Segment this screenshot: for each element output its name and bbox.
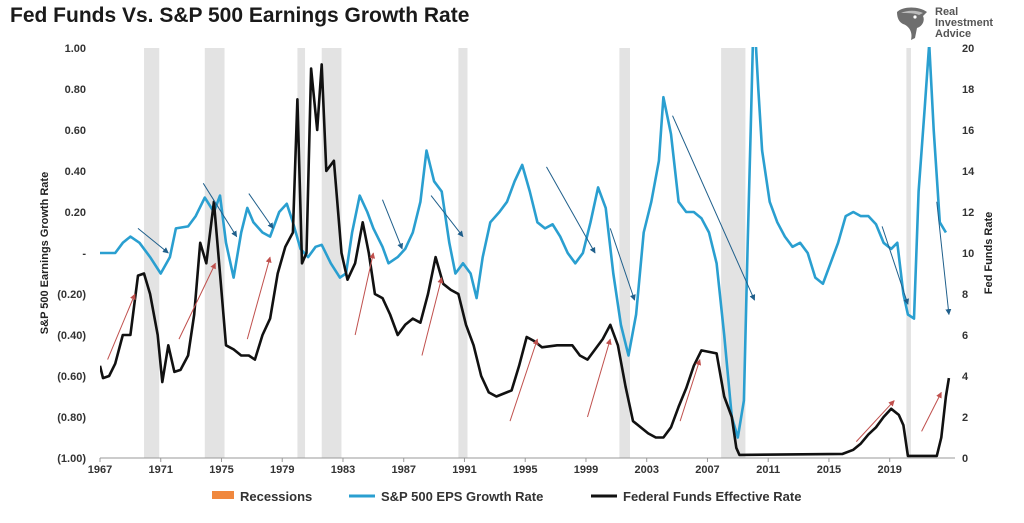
red-arrow-4 [421, 277, 444, 356]
blue-arrow-1 [202, 183, 238, 238]
y-right-tick-label-8: 16 [962, 125, 974, 137]
blue-arrow-2 [248, 193, 274, 229]
legend: Recessions S&P 500 EPS Growth Rate Feder… [212, 489, 801, 504]
y-left-tick-label-4: 0.20 [65, 207, 86, 219]
x-tick-label-0: 1967 [88, 464, 112, 476]
legend-label-recessions: Recessions [240, 489, 312, 504]
y-right-tick-label-7: 14 [962, 166, 975, 178]
recession-band-4 [458, 48, 468, 458]
red-arrow-0 [107, 293, 136, 360]
y-right-tick-label-1: 2 [962, 412, 968, 424]
x-tick-label-13: 2019 [877, 464, 901, 476]
recession-bands [144, 48, 911, 458]
y-right-tick-label-2: 4 [962, 371, 969, 383]
logo-text: Real Investment Advice [935, 7, 993, 40]
y-right-tick-label-10: 20 [962, 43, 974, 55]
x-tick-label-12: 2015 [817, 464, 841, 476]
y-axis-right-title: Fed Funds Rate [983, 212, 995, 295]
legend-swatch-recessions [212, 491, 234, 499]
logo-line-3: Advice [935, 28, 972, 40]
y-left-tick-label-10: (1.00) [57, 453, 86, 465]
y-right-tick-label-0: 0 [962, 453, 968, 465]
x-tick-label-3: 1979 [270, 464, 294, 476]
blue-arrow-4 [430, 195, 464, 238]
blue-arrow-3 [382, 199, 403, 250]
red-arrow-5 [509, 338, 539, 422]
y-left-tick-label-8: (0.60) [57, 371, 86, 383]
legend-label-fed-funds: Federal Funds Effective Rate [623, 489, 801, 504]
red-arrow-7 [679, 359, 702, 422]
y-right-tick-label-6: 12 [962, 207, 974, 219]
y-left-tick-label-0: 1.00 [65, 43, 86, 55]
blue-arrow-9 [936, 201, 952, 316]
logo-line-1: Real [935, 6, 959, 18]
chart-title: Fed Funds Vs. S&P 500 Earnings Growth Ra… [10, 4, 470, 27]
red-arrow-8 [855, 400, 895, 442]
red-arrow-1 [178, 262, 216, 340]
y-left-tick-label-7: (0.40) [57, 330, 86, 342]
y-right-tick-label-5: 10 [962, 248, 974, 260]
x-tick-label-1: 1971 [149, 464, 173, 476]
y-axis-left-title: S&P 500 Earnings Growth Rate [39, 172, 51, 334]
series-line-fed-funds [100, 63, 951, 458]
logo-line-2: Investment [935, 17, 994, 29]
recession-band-5 [619, 48, 631, 458]
recession-band-1 [204, 48, 225, 458]
y-right-tick-label-9: 18 [962, 84, 974, 96]
x-tick-label-8: 1999 [574, 464, 598, 476]
y-right-tick-label-3: 6 [962, 330, 968, 342]
recession-band-7 [906, 48, 911, 458]
blue-arrow-7 [672, 115, 756, 301]
x-tick-label-2: 1975 [209, 464, 233, 476]
x-tick-label-5: 1987 [391, 464, 415, 476]
axes: 1967 1971 1975 1979 1983 1987 1991 1995 1999 2003… [57, 43, 975, 476]
red-arrow-9 [921, 391, 942, 432]
y-left-tick-label-6: (0.20) [57, 289, 86, 301]
blue-arrow-8 [881, 226, 910, 305]
y-left-tick-label-5: - [82, 248, 86, 260]
x-tick-label-10: 2007 [695, 464, 719, 476]
blue-arrow-5 [546, 166, 596, 254]
eagle-head-icon [897, 7, 927, 40]
x-tick-label-6: 1991 [452, 464, 476, 476]
x-tick-label-11: 2011 [756, 464, 780, 476]
series-line-eps-growth [100, 47, 948, 439]
x-tick-label-7: 1995 [513, 464, 537, 476]
recession-band-0 [144, 48, 160, 458]
blue-arrow-0 [137, 228, 169, 254]
y-left-tick-label-3: 0.40 [65, 166, 86, 178]
series [100, 47, 951, 458]
blue-arrow-6 [609, 228, 636, 301]
red-arrow-6 [587, 338, 612, 418]
red-arrow-2 [246, 256, 272, 340]
y-left-tick-label-2: 0.60 [65, 125, 86, 137]
x-tick-label-9: 2003 [634, 464, 658, 476]
red-arrow-3 [354, 252, 376, 336]
y-left-tick-label-9: (0.80) [57, 412, 86, 424]
x-tick-label-4: 1983 [331, 464, 355, 476]
legend-label-eps: S&P 500 EPS Growth Rate [381, 489, 543, 504]
annotation-arrows [107, 115, 952, 442]
logo [893, 4, 1003, 44]
y-left-tick-label-1: 0.80 [65, 84, 86, 96]
y-right-tick-label-4: 8 [962, 289, 968, 301]
